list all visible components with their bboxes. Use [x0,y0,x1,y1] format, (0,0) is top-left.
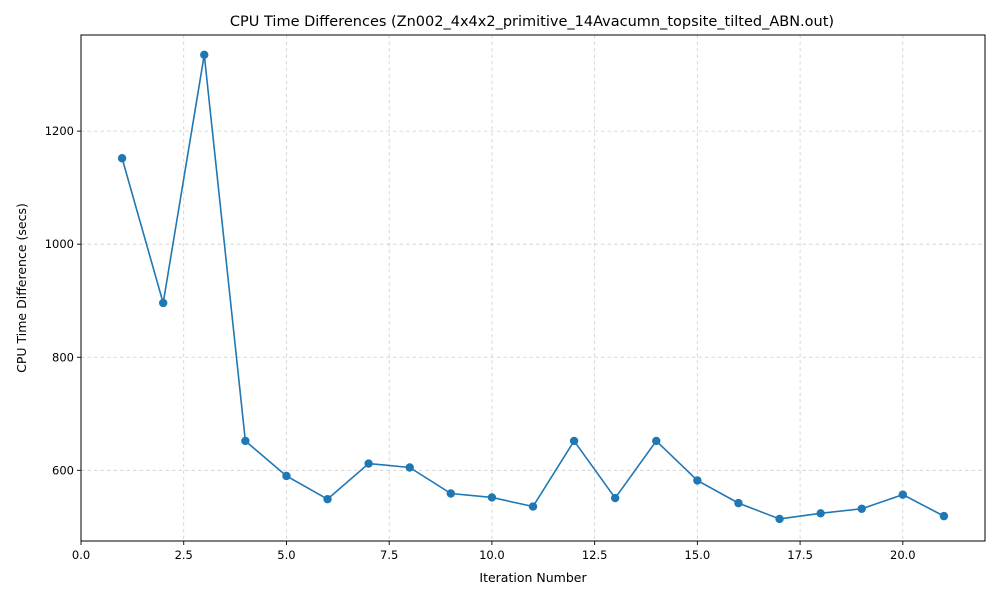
data-point [282,471,291,481]
x-axis: 0.0 2.5 5.0 7.5 10.0 12.5 15.0 17.5 20.0 [72,541,916,562]
x-tick-label: 5.0 [277,548,295,562]
data-point [487,493,497,502]
data-point [734,498,743,508]
x-tick-label: 10.0 [479,548,505,562]
chart-title: CPU Time Differences (Zn002_4x4x2_primit… [230,14,834,30]
data-point [652,436,661,446]
data-point [364,459,373,468]
data-point [158,298,168,308]
data-point [775,514,784,524]
y-tick-label: 1200 [45,124,74,138]
x-tick-label: 17.5 [787,548,813,562]
x-tick-label: 0.0 [72,548,90,562]
data-point [446,489,456,498]
data-point [117,154,127,163]
x-tick-label: 20.0 [890,548,916,562]
x-axis-label: Iteration Number [479,570,587,585]
data-point [693,476,702,485]
x-tick-label: 2.5 [175,548,193,562]
data-point [405,463,414,472]
data-point [323,494,332,504]
data-point [569,436,579,446]
data-point [898,490,908,499]
series-group [117,50,949,524]
y-axis-label: CPU Time Difference (secs) [14,203,29,373]
data-point [241,436,250,446]
series-line [121,54,945,520]
y-axis: 600 800 1000 1200 [45,124,81,477]
grid-lines [80,35,985,541]
y-tick-label: 800 [52,350,74,364]
data-point [939,511,949,521]
data-point [528,502,538,511]
data-point [610,493,620,503]
y-tick-label: 600 [52,463,74,477]
x-tick-label: 15.0 [685,548,711,562]
plot-frame [80,34,986,542]
y-tick-label: 1000 [45,237,74,251]
x-tick-label: 12.5 [582,548,608,562]
data-point [816,509,825,518]
data-point [200,50,209,59]
data-point [857,504,866,513]
x-tick-label: 7.5 [380,548,398,562]
